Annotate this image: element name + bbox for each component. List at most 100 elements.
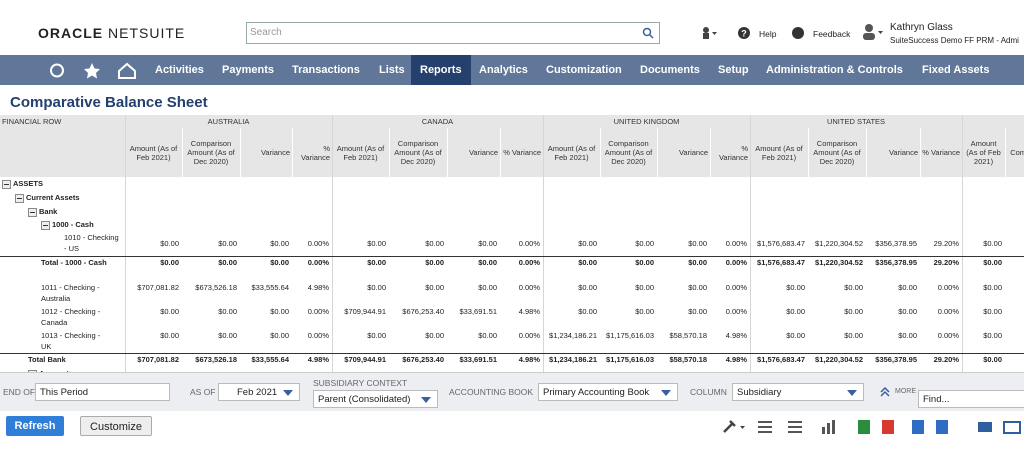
column-divider	[600, 128, 601, 177]
search-box[interactable]: Search	[246, 22, 660, 44]
shortcut-icon[interactable]	[700, 26, 718, 40]
column-header: % Variance	[292, 128, 332, 177]
row-value: $1,175,616.03	[606, 355, 654, 364]
row-value: $0.00	[425, 331, 444, 340]
row-value: $33,555.64	[251, 355, 289, 364]
row-value: $0.00	[635, 239, 654, 248]
nav-item[interactable]: Payments	[222, 64, 274, 76]
collapse-toggle[interactable]	[15, 194, 24, 203]
column-header: Variance	[657, 128, 710, 177]
row-value: $0.00	[367, 331, 386, 340]
row-value: $0.00	[844, 307, 863, 316]
logo-netsuite: NETSUITE	[108, 25, 186, 41]
report-table: FINANCIAL ROW AUSTRALIA CANADA UNITED KINGD…	[0, 115, 1024, 372]
column-divider	[750, 115, 751, 372]
row-label: Accounts Receivable	[39, 368, 109, 372]
row-value: $0.00	[218, 258, 237, 267]
nav-item[interactable]: Transactions	[292, 64, 360, 76]
row-value: $707,081.82	[137, 355, 179, 364]
column-divider	[125, 115, 126, 372]
row-value: $1,220,304.52	[815, 258, 863, 267]
row-value: $0.00	[786, 307, 805, 316]
nav-item[interactable]: Reports	[411, 55, 471, 85]
logo-oracle: ORACLE	[38, 25, 104, 41]
row-value: $0.00	[478, 283, 497, 292]
feedback-link[interactable]: Feedback	[813, 29, 851, 39]
row-value: $0.00	[218, 307, 237, 316]
row-value: $1,576,683.47	[757, 355, 805, 364]
row-header: FINANCIAL ROW	[0, 115, 125, 128]
refresh-button[interactable]: Refresh	[6, 416, 64, 436]
row-value: 4.98%	[518, 307, 540, 316]
row-value: $33,691.51	[459, 307, 497, 316]
more-link[interactable]: MORE	[895, 388, 916, 395]
row-value: $0.00	[844, 331, 863, 340]
row-value: $0.00	[218, 331, 237, 340]
column-group: UNITED KINGDOM	[543, 115, 750, 128]
filter-bar: END OF This Period AS OF Feb 2021 SUBSID…	[0, 372, 1024, 411]
filter-select[interactable]: Subsidiary	[732, 383, 864, 401]
collapse-toggle[interactable]	[2, 180, 11, 189]
row-label: Total Bank	[28, 355, 66, 364]
collapse-toggle[interactable]	[28, 208, 37, 217]
filter-select[interactable]: Primary Accounting Book	[538, 383, 678, 401]
filter-select[interactable]: Parent (Consolidated)	[313, 390, 438, 408]
svg-text:?: ?	[741, 29, 747, 39]
help-icon[interactable]: ?	[738, 27, 750, 39]
filter-select[interactable]: Feb 2021	[218, 383, 300, 401]
row-value: $673,526.18	[195, 355, 237, 364]
nav-item[interactable]: Lists	[379, 64, 405, 76]
nav-item[interactable]: Analytics	[479, 64, 528, 76]
column-divider	[389, 128, 390, 177]
row-value: $676,253.40	[402, 355, 444, 364]
row-value: $0.00	[578, 283, 597, 292]
column-header: Comparison Amount (As of Dec 2020)	[182, 128, 240, 177]
column-header: Comparison Amount (As of Dec 2020)	[808, 128, 866, 177]
nav-item[interactable]: Documents	[640, 64, 700, 76]
nav-item[interactable]: Fixed Assets	[922, 64, 990, 76]
row-value: $356,378.95	[875, 239, 917, 248]
nav-item[interactable]: Administration & Controls	[766, 64, 903, 76]
user-icon[interactable]	[862, 23, 884, 41]
help-link[interactable]: Help	[759, 29, 777, 39]
row-value: $0.00	[425, 283, 444, 292]
row-value: 0.00%	[518, 239, 540, 248]
nav-icons[interactable]	[45, 62, 145, 79]
column-header: Variance	[447, 128, 500, 177]
collapse-toggle[interactable]	[28, 370, 37, 372]
row-value: $0.00	[578, 307, 597, 316]
row-value: $1,220,304.52	[815, 355, 863, 364]
column-divider	[332, 115, 333, 372]
column-header: Variance	[866, 128, 920, 177]
nav-item[interactable]: Setup	[718, 64, 749, 76]
row-value: 0.00%	[518, 331, 540, 340]
find-input[interactable]: Find...	[918, 390, 1024, 408]
feedback-icon[interactable]	[792, 27, 804, 39]
row-value: $58,570.18	[669, 331, 707, 340]
more-icon[interactable]	[880, 387, 890, 397]
row-value: 0.00%	[518, 258, 540, 267]
row-value: $0.00	[218, 239, 237, 248]
customize-button[interactable]: Customize	[80, 416, 152, 436]
user-name[interactable]: Kathryn Glass	[890, 22, 953, 33]
nav-bar: Activities Payments Transactions Lists Repor…	[0, 55, 1024, 85]
collapse-toggle[interactable]	[41, 221, 50, 230]
row-value: 4.98%	[518, 355, 540, 364]
toolbar-icons[interactable]	[722, 418, 1024, 436]
row-value: $0.00	[635, 283, 654, 292]
column-header: % Variance	[710, 128, 750, 177]
row-value: $33,555.64	[251, 283, 289, 292]
row-value: $0.00	[578, 239, 597, 248]
row-value: $0.00	[270, 258, 289, 267]
row-label: Total - 1000 - Cash	[41, 258, 107, 267]
row-value: $0.00	[983, 331, 1002, 340]
row-value: $58,570.18	[669, 355, 707, 364]
row-value: $0.00	[160, 239, 179, 248]
nav-item[interactable]: Activities	[155, 64, 204, 76]
nav-item[interactable]: Customization	[546, 64, 622, 76]
filter-label: ACCOUNTING BOOK	[449, 387, 534, 397]
toggle-minus	[30, 212, 35, 213]
row-value: $0.00	[688, 239, 707, 248]
row-value: $1,220,304.52	[815, 239, 863, 248]
filter-input[interactable]: This Period	[35, 383, 170, 401]
